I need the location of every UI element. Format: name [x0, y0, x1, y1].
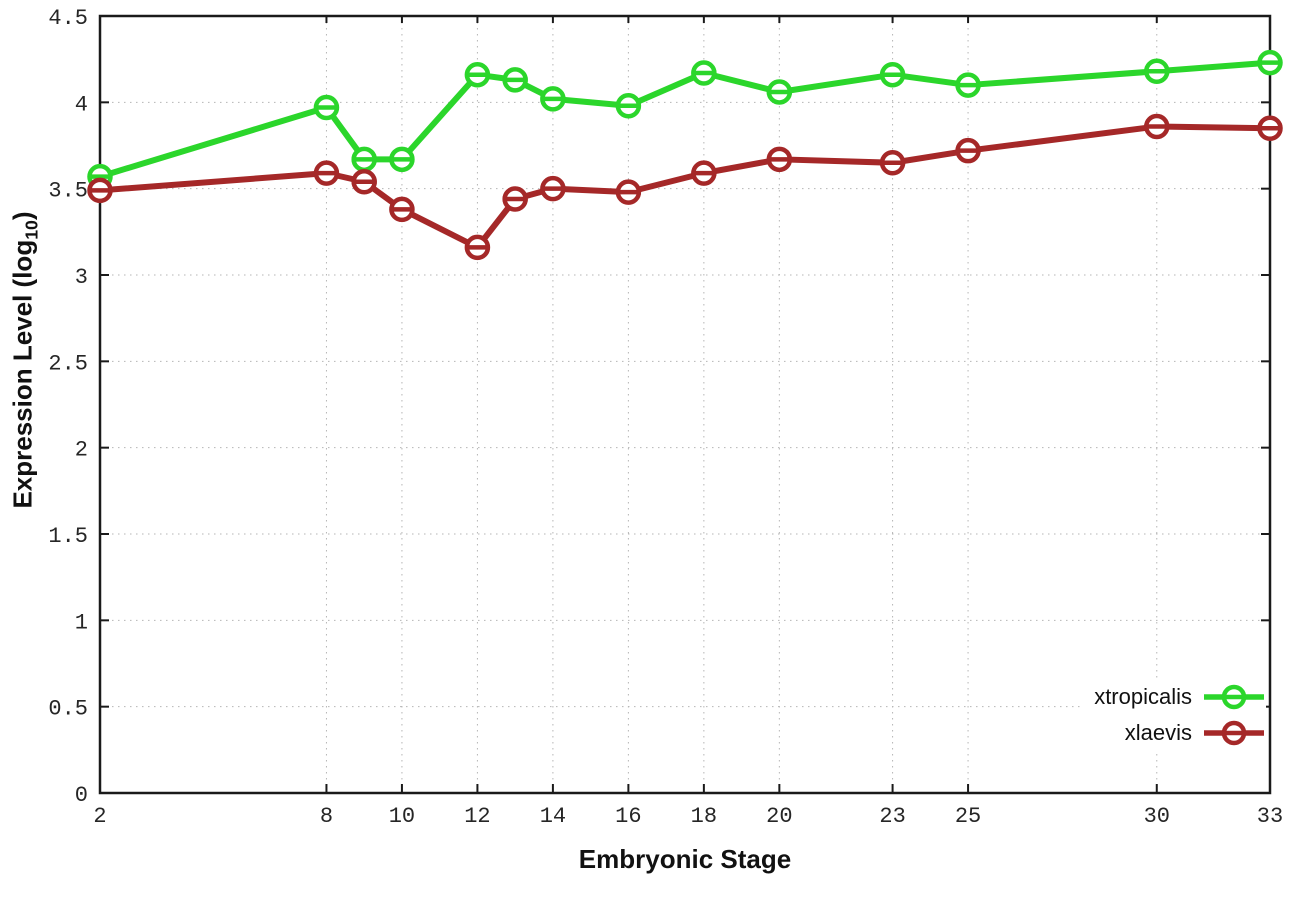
legend-label: xtropicalis [1094, 684, 1192, 709]
data-point-marker-xlaevis [691, 160, 717, 186]
legend-item-xlaevis: xlaevis [1082, 715, 1266, 751]
y-axis-title-suffix: ) [7, 211, 38, 221]
y-tick-label: 2 [75, 438, 88, 463]
y-tick-label: 1.5 [48, 524, 88, 549]
y-axis-title: Expression Level (log10) [7, 211, 42, 508]
data-point-marker-xtropicalis [1257, 49, 1283, 76]
y-axis-title-text: Expression Level (log [7, 239, 38, 509]
data-point-marker-xlaevis [464, 234, 491, 261]
x-tick-label: 16 [615, 804, 641, 829]
data-point-marker-xtropicalis [691, 60, 717, 86]
x-tick-label: 33 [1257, 804, 1283, 829]
legend: xtropicalis xlaevis [1082, 679, 1266, 751]
data-point-marker-xlaevis [540, 175, 566, 202]
series-line-xlaevis [97, 123, 1273, 251]
x-tick-label: 18 [691, 804, 717, 829]
data-point-marker-xlaevis [615, 179, 642, 205]
legend-marker-xlaevis [1204, 720, 1264, 746]
plot-frame [98, 14, 1272, 795]
y-tick-label: 2.5 [48, 351, 88, 376]
y-tick-label: 0 [75, 783, 88, 808]
data-point-marker-xlaevis [389, 196, 415, 223]
data-point-marker-xlaevis [879, 150, 906, 176]
data-point-marker-xtropicalis [313, 94, 340, 121]
data-point-marker-xlaevis [1144, 113, 1170, 140]
legend-item-xtropicalis: xtropicalis [1082, 679, 1266, 715]
y-tick-label: 3.5 [48, 179, 88, 204]
x-tick-label: 20 [766, 804, 792, 829]
y-tick-label: 4.5 [48, 6, 88, 31]
x-tick-label: 8 [320, 804, 333, 829]
y-tick-label: 4 [75, 92, 88, 117]
data-point-marker-xlaevis [351, 169, 377, 195]
data-point-marker-xtropicalis [766, 79, 793, 105]
x-tick-label: 14 [540, 804, 566, 829]
x-tick-label: 2 [93, 804, 106, 829]
legend-marker-xtropicalis [1204, 684, 1264, 710]
y-tick-label: 1 [75, 610, 88, 635]
y-axis-title-subscript: 10 [21, 220, 42, 240]
data-point-marker-xtropicalis [879, 61, 906, 88]
data-point-marker-xlaevis [955, 137, 981, 164]
data-point-marker-xtropicalis [389, 146, 415, 173]
x-axis-title: Embryonic Stage [578, 844, 792, 874]
x-tick-label: 25 [955, 804, 981, 829]
data-point-marker-xtropicalis [1144, 58, 1170, 85]
data-point-marker-xlaevis [766, 146, 793, 173]
data-point-marker-xtropicalis [540, 86, 566, 112]
y-tick-label: 0.5 [48, 697, 88, 722]
data-point-marker-xtropicalis [502, 67, 528, 93]
data-point-marker-xlaevis [502, 186, 528, 212]
data-point-marker-xtropicalis [464, 61, 491, 88]
x-tick-label: 23 [879, 804, 905, 829]
y-tick-label: 3 [75, 265, 88, 290]
data-point-marker-xlaevis [1257, 115, 1283, 141]
legend-label: xlaevis [1124, 720, 1192, 745]
data-point-marker-xlaevis [313, 160, 340, 186]
x-tick-label: 30 [1144, 804, 1170, 829]
data-point-marker-xtropicalis [615, 93, 642, 119]
x-tick-label: 10 [389, 804, 415, 829]
data-point-marker-xtropicalis [955, 72, 981, 98]
series-line-xtropicalis [97, 59, 1273, 180]
data-point-marker-xtropicalis [351, 146, 377, 173]
data-point-marker-xlaevis [87, 177, 113, 204]
x-tick-label: 12 [464, 804, 490, 829]
